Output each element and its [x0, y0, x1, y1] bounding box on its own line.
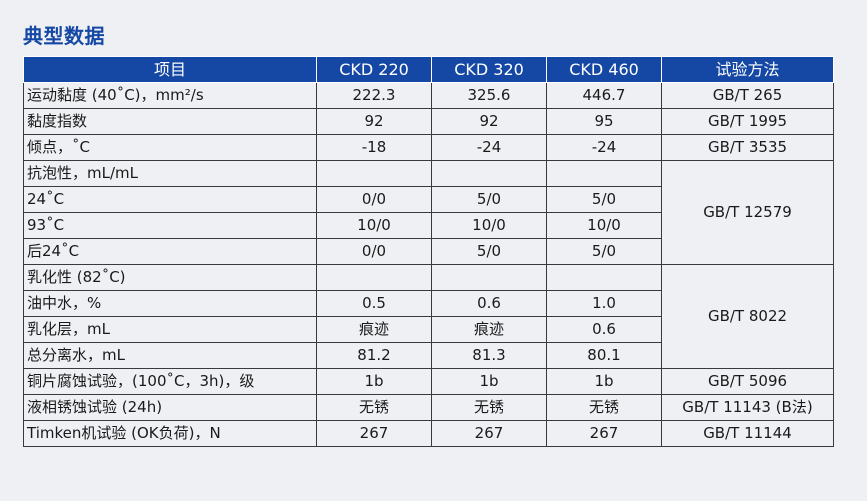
header-test-method: 试验方法 [661, 56, 834, 83]
header-ckd-320: CKD 320 [431, 56, 547, 83]
cell-ckd-460: 446.7 [546, 82, 662, 109]
table-row: 总分离水，mL 81.2 81.3 80.1 [23, 342, 834, 369]
cell-ckd-220: 222.3 [316, 82, 432, 109]
cell-ckd-320: 10/0 [431, 212, 547, 239]
row-label: 油中水，% [23, 290, 317, 317]
header-ckd-220: CKD 220 [316, 56, 432, 83]
cell-ckd-320: 267 [431, 420, 547, 447]
cell-ckd-460: 10/0 [546, 212, 662, 239]
cell-ckd-220: 0/0 [316, 238, 432, 265]
cell-ckd-220: -18 [316, 134, 432, 161]
cell-test-method: GB/T 11144 [661, 420, 834, 447]
cell-ckd-220: 92 [316, 108, 432, 135]
cell-ckd-220: 痕迹 [316, 316, 432, 343]
cell-ckd-320: 325.6 [431, 82, 547, 109]
table-row: 后24˚C 0/0 5/0 5/0 [23, 238, 834, 265]
cell-test-method: GB/T 12579 [661, 160, 834, 265]
cell-test-method: GB/T 11143 (B法) [661, 394, 834, 421]
cell-ckd-320: 81.3 [431, 342, 547, 369]
row-label: 抗泡性，mL/mL [23, 160, 317, 187]
cell-ckd-460: 5/0 [546, 238, 662, 265]
row-label: Timken机试验 (OK负荷)，N [23, 420, 317, 447]
cell-ckd-220: 0.5 [316, 290, 432, 317]
table-row: 乳化层，mL 痕迹 痕迹 0.6 [23, 316, 834, 343]
cell-ckd-320: 5/0 [431, 238, 547, 265]
cell-ckd-220 [316, 160, 432, 187]
cell-ckd-320: 无锈 [431, 394, 547, 421]
cell-ckd-460 [546, 264, 662, 291]
cell-ckd-220: 0/0 [316, 186, 432, 213]
cell-ckd-460: 5/0 [546, 186, 662, 213]
row-label: 乳化性 (82˚C) [23, 264, 317, 291]
cell-ckd-460: 95 [546, 108, 662, 135]
table-row: 93˚C 10/0 10/0 10/0 [23, 212, 834, 239]
row-label: 铜片腐蚀试验，(100˚C，3h)，级 [23, 368, 317, 395]
cell-ckd-320 [431, 264, 547, 291]
row-label: 乳化层，mL [23, 316, 317, 343]
row-label: 黏度指数 [23, 108, 317, 135]
cell-ckd-220: 1b [316, 368, 432, 395]
row-label: 后24˚C [23, 238, 317, 265]
cell-ckd-460: 0.6 [546, 316, 662, 343]
table-header-row: 项目 CKD 220 CKD 320 CKD 460 试验方法 [23, 56, 834, 83]
table-row: 运动黏度 (40˚C)，mm²/s 222.3 325.6 446.7 GB/T… [23, 82, 834, 109]
page-title: 典型数据 [23, 24, 105, 48]
row-label: 液相锈蚀试验 (24h) [23, 394, 317, 421]
table-row: 铜片腐蚀试验，(100˚C，3h)，级 1b 1b 1b GB/T 5096 [23, 368, 834, 395]
cell-ckd-220: 无锈 [316, 394, 432, 421]
table-row: 24˚C 0/0 5/0 5/0 [23, 186, 834, 213]
table-row: 抗泡性，mL/mL GB/T 12579 [23, 160, 834, 265]
cell-test-method: GB/T 8022 [661, 264, 834, 369]
table-row: 油中水，% 0.5 0.6 1.0 [23, 290, 834, 317]
cell-ckd-460: -24 [546, 134, 662, 161]
cell-ckd-460 [546, 160, 662, 187]
cell-ckd-220 [316, 264, 432, 291]
table-row: 乳化性 (82˚C) GB/T 8022 [23, 264, 834, 369]
cell-ckd-220: 10/0 [316, 212, 432, 239]
header-item: 项目 [23, 56, 317, 83]
row-label: 运动黏度 (40˚C)，mm²/s [23, 82, 317, 109]
cell-test-method: GB/T 1995 [661, 108, 834, 135]
table-row: 倾点，˚C -18 -24 -24 GB/T 3535 [23, 134, 834, 161]
cell-ckd-320: 痕迹 [431, 316, 547, 343]
table-row: 液相锈蚀试验 (24h) 无锈 无锈 无锈 GB/T 11143 (B法) [23, 394, 834, 421]
typical-data-table: 项目 CKD 220 CKD 320 CKD 460 试验方法 运动黏度 (40… [23, 56, 834, 447]
row-label: 24˚C [23, 186, 317, 213]
cell-test-method: GB/T 265 [661, 82, 834, 109]
cell-ckd-320: 5/0 [431, 186, 547, 213]
cell-ckd-460: 1.0 [546, 290, 662, 317]
cell-ckd-460: 1b [546, 368, 662, 395]
cell-ckd-320 [431, 160, 547, 187]
table-row: Timken机试验 (OK负荷)，N 267 267 267 GB/T 1114… [23, 420, 834, 447]
cell-ckd-460: 80.1 [546, 342, 662, 369]
cell-ckd-320: 1b [431, 368, 547, 395]
row-label: 93˚C [23, 212, 317, 239]
cell-test-method: GB/T 5096 [661, 368, 834, 395]
cell-ckd-320: -24 [431, 134, 547, 161]
table-row: 黏度指数 92 92 95 GB/T 1995 [23, 108, 834, 135]
header-ckd-460: CKD 460 [546, 56, 662, 83]
cell-ckd-460: 267 [546, 420, 662, 447]
cell-test-method: GB/T 3535 [661, 134, 834, 161]
cell-ckd-460: 无锈 [546, 394, 662, 421]
cell-ckd-320: 92 [431, 108, 547, 135]
cell-ckd-220: 267 [316, 420, 432, 447]
row-label: 总分离水，mL [23, 342, 317, 369]
cell-ckd-220: 81.2 [316, 342, 432, 369]
row-label: 倾点，˚C [23, 134, 317, 161]
cell-ckd-320: 0.6 [431, 290, 547, 317]
